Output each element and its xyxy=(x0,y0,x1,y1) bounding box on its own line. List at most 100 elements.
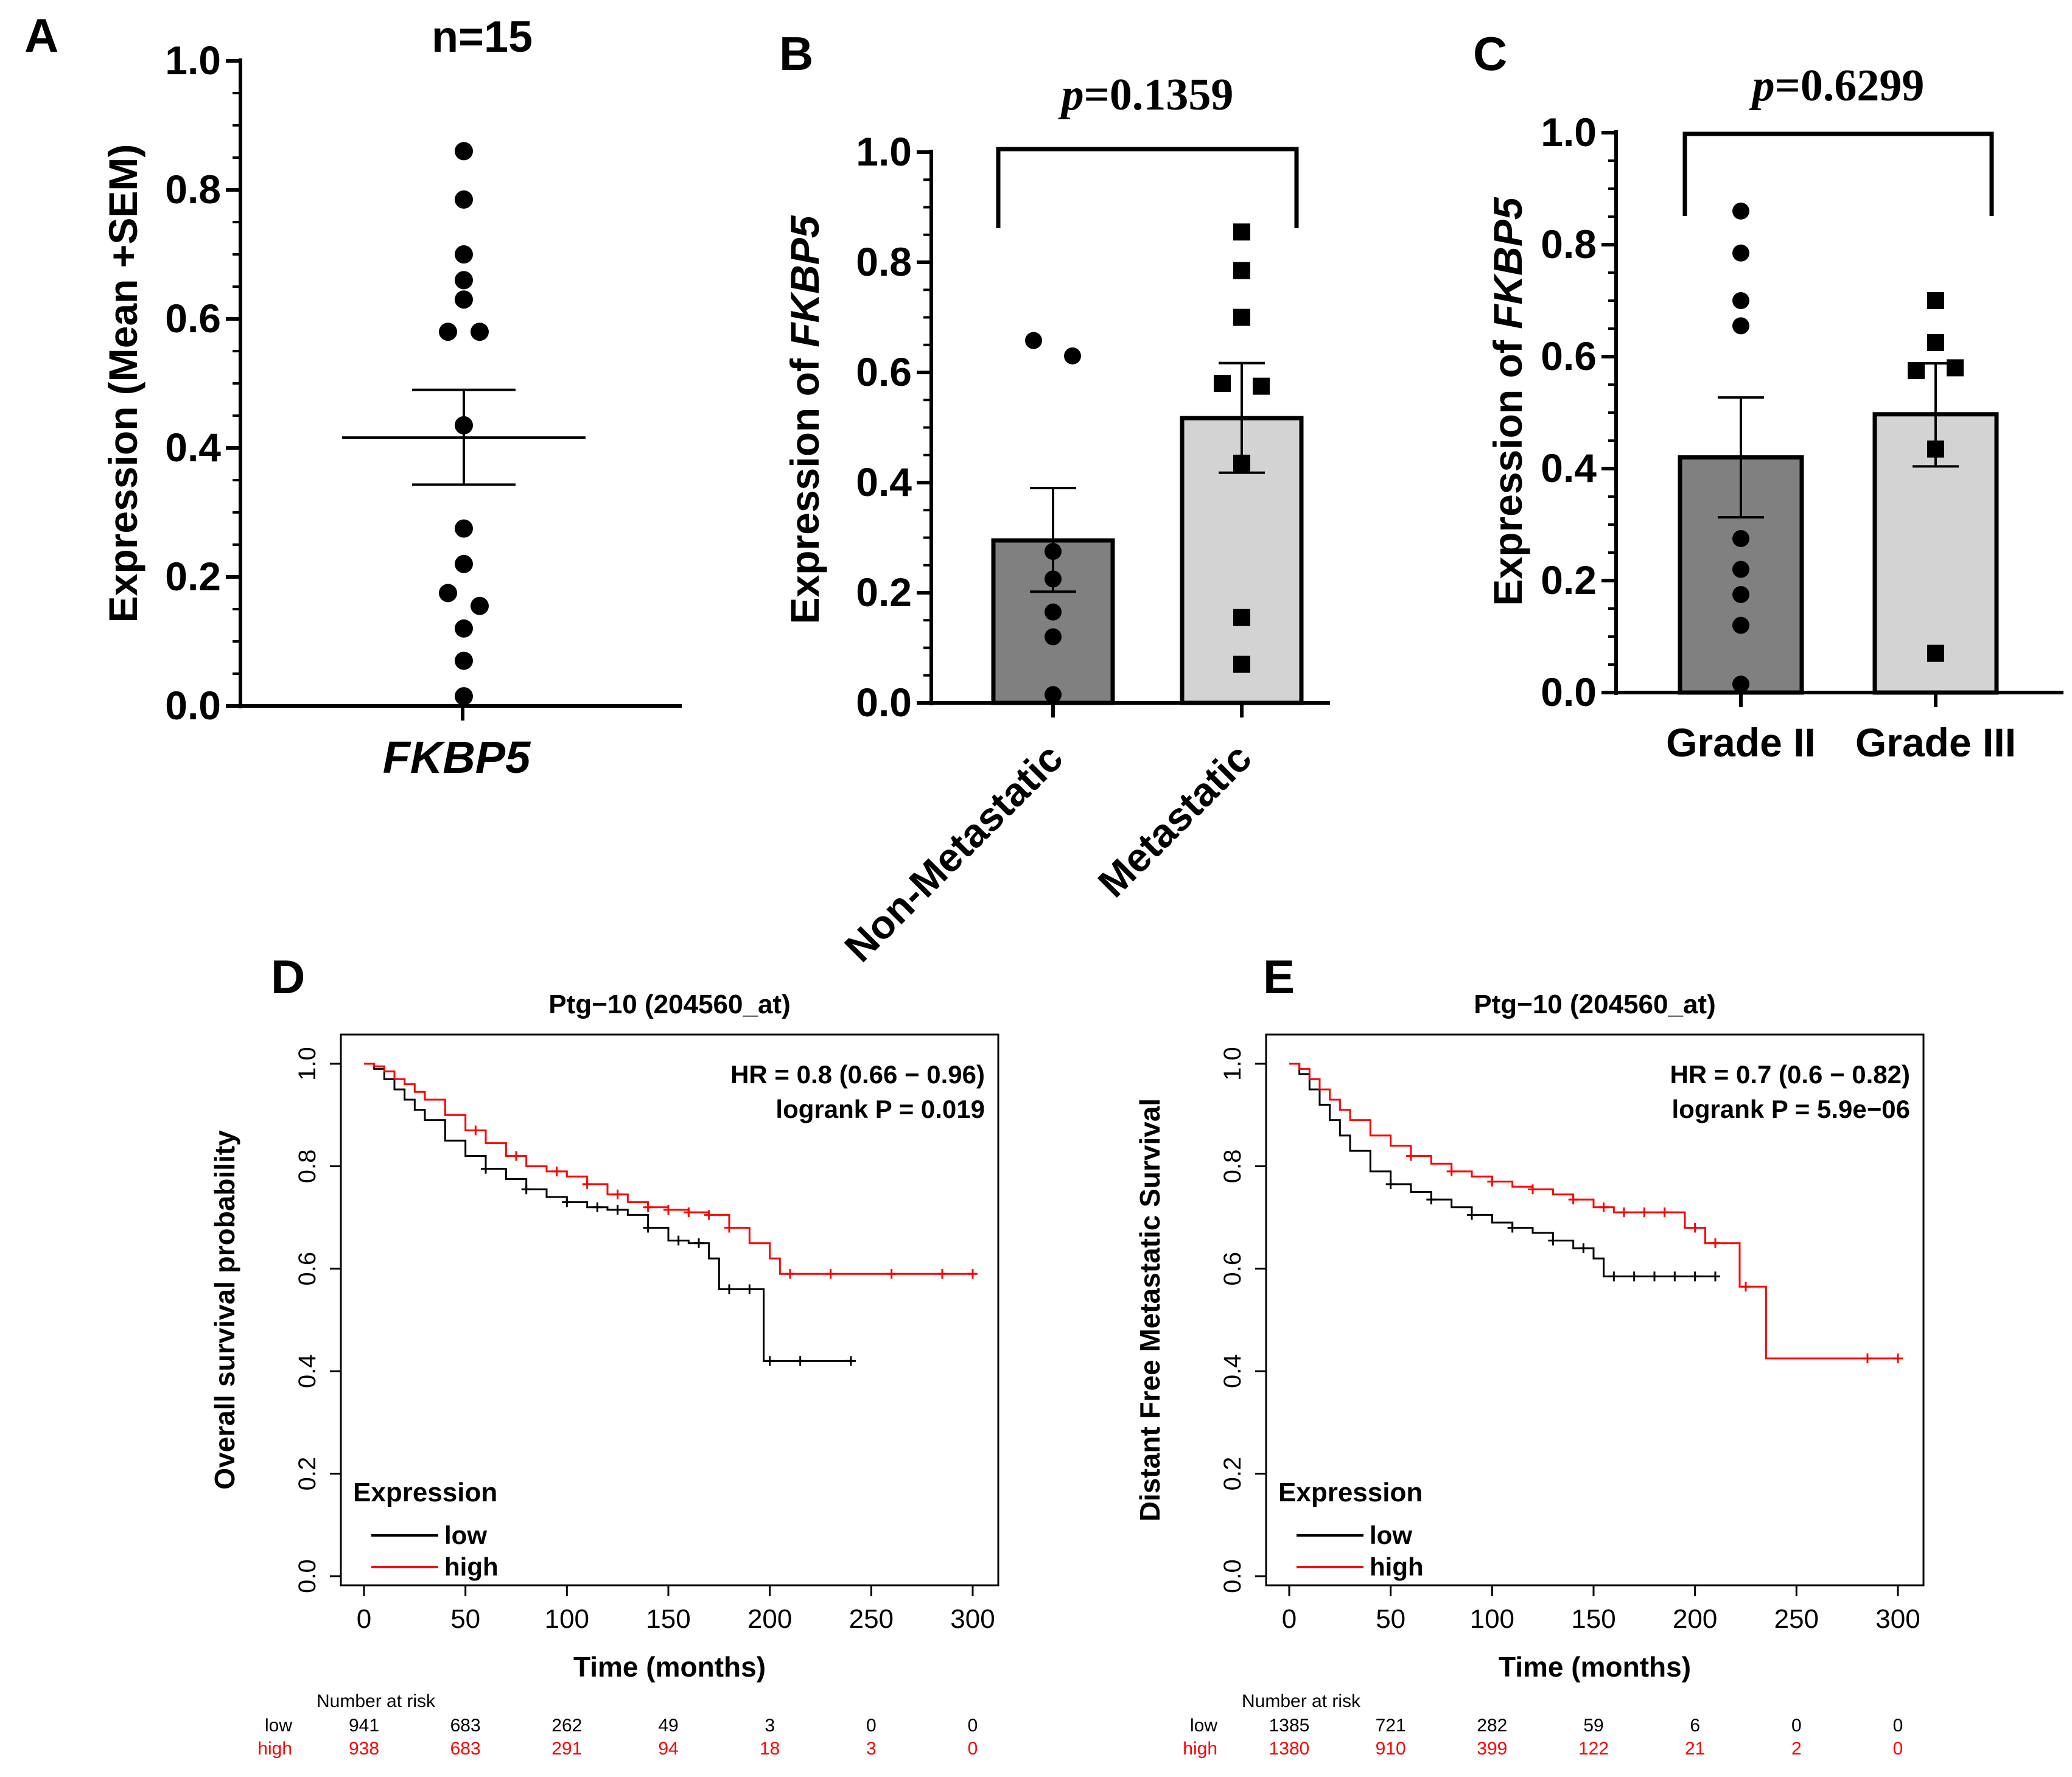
y-tick-label: 0.2 xyxy=(1219,1457,1246,1491)
x-tick-label: FKBP5 xyxy=(383,732,531,783)
data-point xyxy=(471,596,489,615)
y-tick-label: 0.4 xyxy=(165,425,221,470)
risk-value-high: 18 xyxy=(760,1739,780,1759)
p-symbol: p xyxy=(1058,70,1084,120)
data-point xyxy=(1045,570,1062,588)
data-point xyxy=(1233,309,1250,326)
logrank-p: logrank P = 5.9e−06 xyxy=(1672,1095,1910,1123)
data-point xyxy=(1732,616,1749,634)
data-point xyxy=(1927,292,1944,309)
data-point xyxy=(1233,262,1250,279)
data-point xyxy=(439,323,457,341)
low-curve xyxy=(364,1063,851,1362)
data-point xyxy=(1947,359,1964,377)
data-point xyxy=(455,190,473,209)
y-axis-label-gene: FKBP5 xyxy=(1485,197,1530,329)
y-tick-label: 0.2 xyxy=(1541,557,1597,602)
y-tick-label: 0.8 xyxy=(294,1150,321,1184)
p-symbol: p xyxy=(1749,61,1775,111)
risk-value-low: 1385 xyxy=(1269,1716,1310,1736)
data-point xyxy=(471,323,489,341)
legend-title: Expression xyxy=(1278,1478,1423,1507)
panel-b: 0.0 0.2 0.4 0.6 0.8 1.0 B Expression of FKBP5 No… xyxy=(779,27,1330,970)
y-axis-label: Expression of FKBP5 xyxy=(782,215,827,624)
data-point xyxy=(1045,686,1062,703)
logrank-p: logrank P = 0.019 xyxy=(775,1095,985,1123)
y-tick-label: 0.8 xyxy=(856,239,912,284)
risk-value-high: 2 xyxy=(1791,1739,1802,1759)
y-tick-label: 0.6 xyxy=(1219,1252,1246,1286)
legend-label-low: low xyxy=(1370,1521,1412,1549)
risk-value-low: 49 xyxy=(658,1716,678,1736)
x-tick-label: 250 xyxy=(849,1604,894,1634)
risk-value-high: 683 xyxy=(450,1739,481,1759)
data-point xyxy=(1233,455,1250,472)
data-point xyxy=(1732,560,1749,578)
y-axis-label: Distant Free Metastatic Survival xyxy=(1134,1098,1166,1521)
risk-value-high: 910 xyxy=(1376,1739,1406,1759)
data-point xyxy=(1064,347,1081,365)
y-tick-label: 1.0 xyxy=(165,38,221,83)
y-axis-label: Expression (Mean +SEM) xyxy=(100,144,145,623)
data-point xyxy=(1233,609,1250,626)
data-point xyxy=(455,554,473,573)
risk-value-high: 0 xyxy=(968,1739,978,1759)
risk-value-low: 59 xyxy=(1583,1716,1603,1736)
data-point xyxy=(1732,530,1749,547)
panel-label: E xyxy=(1263,950,1295,1004)
panel-c: 0.0 0.2 0.4 0.6 0.8 1.0 C Expression of FKBP5 Gr… xyxy=(1473,27,2063,765)
chart-title: n=15 xyxy=(432,13,533,61)
y-tick-label: 0.6 xyxy=(856,349,912,394)
x-tick-label: 150 xyxy=(1571,1604,1615,1634)
y-tick-label: 0.6 xyxy=(165,296,221,341)
data-point xyxy=(1908,362,1925,379)
data-point xyxy=(1025,332,1042,349)
y-tick-label: 0.4 xyxy=(1541,445,1597,491)
p-value: =0.6299 xyxy=(1775,61,1925,111)
x-axis-label: Time (months) xyxy=(573,1651,766,1683)
x-tick-label: Grade II xyxy=(1666,720,1816,765)
data-point xyxy=(1253,377,1270,395)
risk-value-low: 282 xyxy=(1477,1716,1507,1736)
risk-value-high: 21 xyxy=(1685,1739,1705,1759)
y-tick-label: 0.6 xyxy=(1541,333,1597,379)
legend-title: Expression xyxy=(353,1478,497,1507)
y-axis-label: Expression of FKBP5 xyxy=(1485,197,1530,606)
panel-label: D xyxy=(271,950,305,1004)
legend-label-high: high xyxy=(444,1552,499,1581)
data-point xyxy=(1732,676,1749,693)
data-point xyxy=(1927,440,1944,458)
risk-row-label-low: low xyxy=(265,1716,292,1736)
data-point xyxy=(455,687,473,706)
risk-value-high: 399 xyxy=(1477,1739,1507,1759)
risk-value-high: 291 xyxy=(551,1739,582,1759)
y-axis-label-gene: FKBP5 xyxy=(782,215,827,347)
y-tick-label: 0.6 xyxy=(294,1252,321,1286)
x-tick-label: 100 xyxy=(545,1604,589,1634)
risk-value-low: 3 xyxy=(765,1716,775,1736)
y-tick-label: 0.4 xyxy=(294,1354,321,1388)
data-point xyxy=(455,651,473,670)
y-tick-label: 1.0 xyxy=(1219,1047,1246,1081)
data-point xyxy=(1045,628,1062,646)
x-tick-label: 50 xyxy=(450,1604,480,1634)
risk-value-low: 6 xyxy=(1690,1716,1700,1736)
data-point xyxy=(455,519,473,538)
risk-row-label-high: high xyxy=(257,1739,292,1759)
data-point xyxy=(1233,223,1250,241)
y-tick-label: 0.0 xyxy=(856,680,912,725)
hazard-ratio: HR = 0.8 (0.66 − 0.96) xyxy=(730,1060,985,1089)
x-tick-label: 0 xyxy=(1282,1604,1297,1634)
legend-label-high: high xyxy=(1370,1552,1424,1581)
risk-value-low: 0 xyxy=(968,1716,978,1736)
y-tick-label: 0.2 xyxy=(856,570,912,615)
data-point xyxy=(1045,543,1062,560)
x-tick-label: 200 xyxy=(747,1604,792,1634)
chart-title: Ptg−10 (204560_at) xyxy=(548,990,790,1019)
risk-table-title: Number at risk xyxy=(1242,1691,1361,1711)
y-tick-label: 0.0 xyxy=(294,1559,321,1593)
p-value: =0.1359 xyxy=(1084,70,1234,120)
plot-frame xyxy=(340,1033,999,1587)
